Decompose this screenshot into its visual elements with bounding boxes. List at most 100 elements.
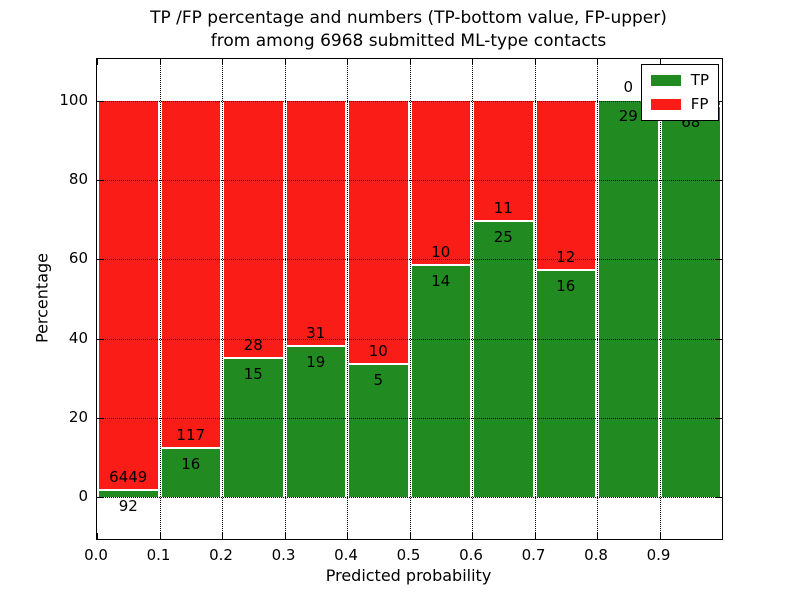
v-gridline — [347, 59, 348, 539]
tp-color-swatch-icon — [650, 75, 681, 86]
tp-count-label: 16 — [181, 455, 201, 474]
h-gridline — [97, 497, 722, 499]
fp-count-label: 28 — [243, 335, 263, 354]
h-gridline — [97, 180, 722, 182]
x-tick-mark — [659, 59, 661, 65]
tp-count-label: 15 — [243, 364, 263, 383]
x-tick-label: 0.4 — [334, 546, 358, 564]
legend-item-fp: FP — [650, 95, 709, 113]
x-tick-mark — [597, 533, 598, 539]
v-gridline — [159, 59, 161, 539]
x-tick-mark — [222, 59, 223, 65]
tp-count-label: 25 — [493, 228, 513, 246]
y-tick-label: 80 — [68, 170, 88, 189]
y-tick-mark — [97, 180, 103, 182]
x-tick-mark — [284, 533, 286, 539]
fp-count-label: 10 — [431, 243, 451, 261]
fp-bar-segment — [224, 100, 283, 359]
v-gridline — [472, 59, 473, 539]
y-tick-label: 100 — [59, 90, 88, 109]
y-tick-mark — [716, 417, 722, 419]
y-tick-mark — [716, 259, 722, 261]
x-tick-mark — [472, 59, 473, 65]
v-gridline — [409, 59, 411, 539]
x-tick-label: 0.3 — [271, 546, 296, 564]
fp-count-label: 31 — [306, 323, 326, 342]
chart-title: TP /FP percentage and numbers (TP-bottom… — [96, 7, 721, 53]
h-gridline — [97, 259, 722, 261]
x-tick-mark — [409, 533, 411, 539]
legend-label-fp: FP — [690, 95, 709, 113]
y-tick-mark — [716, 338, 722, 340]
x-tick-label: 0.8 — [584, 546, 608, 564]
y-tick-label: 40 — [68, 328, 88, 347]
fp-color-swatch-icon — [650, 99, 681, 110]
x-tick-mark — [659, 533, 661, 539]
x-tick-label: 0.7 — [521, 546, 546, 564]
tp-count-label: 5 — [373, 371, 384, 390]
fp-bar-segment — [161, 100, 220, 450]
v-gridline — [534, 59, 536, 539]
y-tick-label: 60 — [68, 249, 88, 268]
y-tick-mark — [716, 180, 722, 182]
tp-count-label: 16 — [556, 276, 576, 295]
tp-count-label: 19 — [306, 352, 326, 371]
tp-bar-segment — [161, 449, 220, 498]
fp-count-label: 0 — [623, 77, 634, 96]
v-gridline — [222, 59, 223, 539]
x-tick-label: 0.6 — [459, 546, 483, 564]
chart-title-line2: from among 6968 submitted ML-type contac… — [210, 31, 607, 51]
tp-bar-segment — [474, 222, 533, 497]
fp-bar-segment — [536, 100, 595, 271]
x-tick-mark — [284, 59, 286, 65]
y-tick-mark — [97, 338, 103, 340]
y-tick-mark — [97, 417, 103, 419]
tp-bar-segment — [224, 358, 283, 497]
x-tick-mark — [409, 59, 411, 65]
x-tick-mark — [159, 533, 161, 539]
x-tick-label: 0.9 — [646, 546, 671, 564]
x-tick-mark — [222, 533, 223, 539]
y-tick-mark — [716, 497, 722, 499]
v-gridline — [597, 59, 598, 539]
legend: TP FP — [640, 64, 719, 121]
fp-bar-segment — [286, 100, 345, 347]
x-tick-mark — [597, 59, 598, 65]
y-tick-label: 0 — [78, 487, 88, 506]
y-tick-mark — [716, 100, 722, 102]
fp-bar-segment — [411, 100, 470, 266]
y-tick-mark — [97, 259, 103, 261]
fp-bar-segment — [349, 100, 408, 365]
tp-bar-segment — [349, 365, 408, 498]
x-tick-mark — [472, 533, 473, 539]
chart-title-line1: TP /FP percentage and numbers (TP-bottom… — [150, 8, 667, 28]
tp-bar-segment — [411, 266, 470, 497]
tp-bar-segment — [286, 346, 345, 497]
x-tick-mark — [347, 533, 348, 539]
h-gridline — [97, 100, 722, 102]
v-gridline — [284, 59, 286, 539]
x-tick-mark — [347, 59, 348, 65]
v-gridline — [659, 59, 661, 539]
x-tick-mark — [159, 59, 161, 65]
x-tick-label: 0.5 — [396, 546, 421, 564]
tp-count-label: 29 — [618, 106, 638, 125]
legend-label-tp: TP — [690, 71, 709, 89]
legend-item-tp: TP — [650, 71, 709, 89]
fp-count-label: 6449 — [109, 468, 148, 487]
x-tick-mark — [534, 533, 536, 539]
tp-count-label: 92 — [118, 497, 138, 516]
x-tick-label: 0.0 — [84, 546, 108, 564]
x-tick-mark — [97, 59, 98, 65]
tp-bar-segment — [599, 100, 658, 497]
y-tick-mark — [97, 100, 103, 102]
y-tick-label: 20 — [68, 407, 88, 426]
x-tick-mark — [534, 59, 536, 65]
h-gridline — [97, 417, 722, 419]
fp-count-label: 11 — [493, 199, 513, 217]
h-gridline — [97, 338, 722, 340]
tp-bar-segment — [661, 106, 720, 498]
plot-area: TP FP 6449 92 117 16 28 15 31 19 10 5 10 14 11 25 12 16… — [96, 58, 723, 540]
x-axis-label: Predicted probability — [325, 566, 492, 585]
fp-count-label: 117 — [176, 426, 206, 445]
